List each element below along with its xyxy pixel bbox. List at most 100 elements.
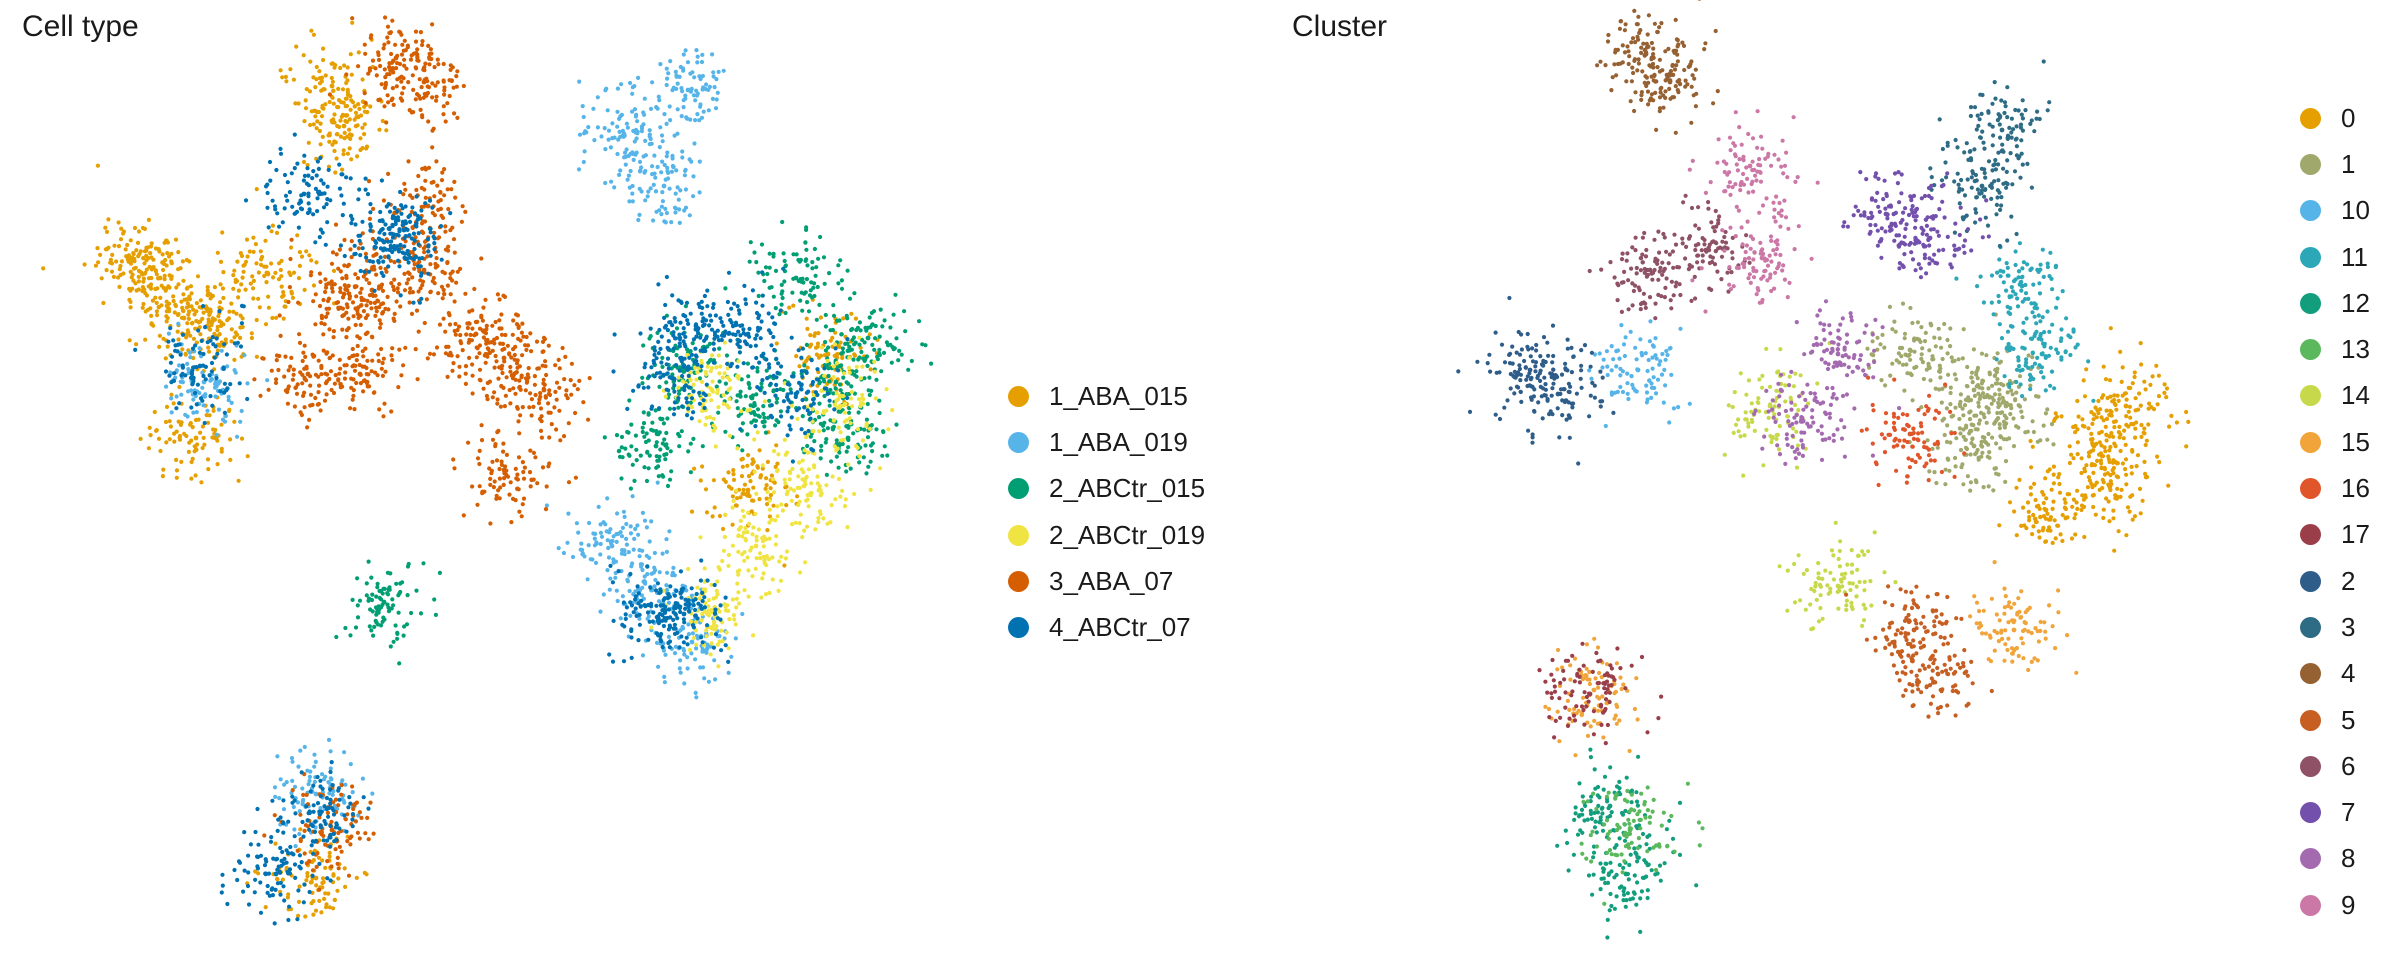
- cell-point: [797, 521, 802, 526]
- cell-point: [377, 127, 382, 132]
- cell-point: [326, 133, 331, 138]
- cell-point: [615, 598, 620, 604]
- cell-point: [557, 408, 562, 413]
- cell-point: [210, 403, 215, 408]
- cell-point: [442, 92, 447, 97]
- cell-point: [237, 381, 242, 386]
- cell-point: [695, 328, 700, 333]
- cell-point: [838, 258, 843, 263]
- cell-point: [808, 434, 813, 439]
- cell-point: [403, 345, 408, 350]
- cell-point: [693, 365, 698, 370]
- cell-point: [173, 303, 178, 309]
- cell-point: [788, 427, 793, 432]
- cell-point: [774, 387, 779, 393]
- cell-point: [344, 103, 350, 109]
- cell-point: [362, 132, 367, 137]
- cell-point: [626, 430, 631, 435]
- cell-point: [815, 344, 820, 349]
- cell-point: [299, 254, 305, 259]
- cell-point: [793, 520, 798, 525]
- cell-point: [809, 447, 814, 452]
- cell-point: [399, 203, 404, 208]
- cell-point: [405, 43, 410, 48]
- cell-point: [379, 270, 384, 275]
- cell-point: [599, 134, 604, 139]
- cell-point: [658, 589, 663, 594]
- cell-point: [192, 365, 197, 370]
- cell-point: [864, 328, 869, 333]
- cell-point: [249, 335, 254, 341]
- cell-point: [658, 447, 663, 452]
- cell-point: [232, 357, 237, 362]
- cell-point: [719, 628, 724, 633]
- cell-point: [477, 484, 482, 489]
- cell-point: [364, 255, 369, 260]
- cell-point: [226, 316, 231, 321]
- cell-point: [356, 102, 361, 107]
- cell-point: [769, 403, 774, 408]
- cell-point: [155, 313, 160, 318]
- cell-point: [356, 50, 361, 55]
- data-point-3_ABA_07-9: [501, 355, 507, 361]
- cell-point: [425, 356, 430, 361]
- cell-point: [681, 648, 687, 653]
- cell-point: [725, 299, 731, 305]
- cell-point: [508, 364, 513, 370]
- cell-point: [463, 371, 468, 376]
- cell-point: [842, 504, 848, 509]
- cell-point: [174, 394, 179, 399]
- cell-point: [630, 109, 635, 114]
- cell-point: [593, 531, 598, 537]
- cell-point: [377, 318, 382, 323]
- cell-point: [818, 421, 823, 426]
- cell-point: [385, 591, 390, 596]
- cell-point: [631, 610, 636, 615]
- cell-point: [387, 72, 392, 77]
- cell-point: [327, 327, 332, 332]
- cell-point: [346, 316, 351, 321]
- cell-point: [127, 297, 132, 302]
- cell-point: [308, 122, 313, 128]
- cell-point: [688, 470, 694, 475]
- cell-point: [628, 613, 633, 618]
- cell-point: [342, 283, 347, 288]
- cell-point: [857, 397, 862, 402]
- cell-point: [655, 458, 660, 463]
- cell-point: [741, 361, 746, 366]
- cell-point: [492, 479, 497, 484]
- cell-point: [454, 84, 459, 89]
- cell-point: [273, 841, 278, 846]
- cell-point: [841, 403, 846, 408]
- cell-point: [806, 504, 811, 509]
- cell-point: [781, 266, 786, 271]
- cell-point: [323, 285, 329, 290]
- cell-point: [370, 592, 375, 597]
- cell-point: [167, 373, 172, 378]
- cell-point: [367, 281, 372, 286]
- cell-point: [691, 410, 696, 415]
- cell-point: [720, 639, 725, 644]
- cell-point: [513, 391, 518, 396]
- cell-point: [294, 209, 300, 214]
- cell-point: [693, 322, 699, 327]
- cell-point: [671, 85, 676, 90]
- cell-point: [787, 423, 792, 428]
- cell-point: [382, 85, 388, 90]
- cell-point: [427, 198, 433, 203]
- cell-point: [857, 320, 863, 325]
- cell-point: [409, 610, 414, 616]
- cell-point: [164, 440, 169, 445]
- cell-point: [819, 345, 825, 350]
- cell-point: [395, 631, 400, 637]
- cell-point: [811, 397, 816, 402]
- cell-point: [369, 628, 374, 633]
- cell-point: [208, 307, 213, 312]
- cell-point: [502, 294, 508, 299]
- cell-point: [656, 432, 661, 437]
- cell-point: [371, 633, 376, 638]
- cell-point: [316, 390, 321, 395]
- cell-point: [698, 478, 703, 483]
- cell-point: [862, 376, 867, 381]
- cell-point: [147, 264, 152, 270]
